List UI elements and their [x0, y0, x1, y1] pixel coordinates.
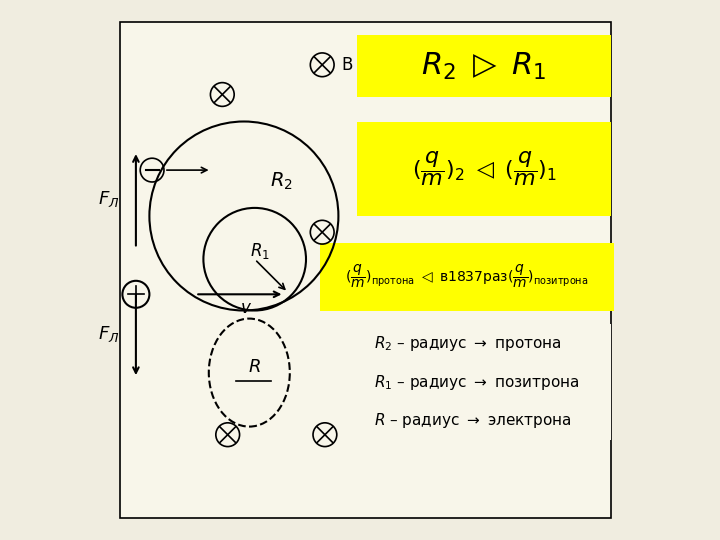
Text: $F_Л$: $F_Л$ [98, 325, 120, 345]
Text: B: B [341, 56, 353, 74]
Text: $(\dfrac{q}{m})_2\ \triangleleft\ (\dfrac{q}{m})_1$: $(\dfrac{q}{m})_2\ \triangleleft\ (\dfra… [412, 149, 557, 188]
Text: $R$: $R$ [248, 358, 261, 376]
Bar [357, 35, 611, 97]
Text: $(\dfrac{q}{m})_{\mathregular{протона}}\ \triangleleft\ \mathregular{в}1837\math: $(\dfrac{q}{m})_{\mathregular{протона}}\… [345, 263, 588, 291]
Text: $R_2$ – радиус $\to$ протона: $R_2$ – радиус $\to$ протона [374, 334, 561, 353]
Text: $F_Л$: $F_Л$ [98, 190, 120, 210]
Text: $R_1$: $R_1$ [250, 241, 270, 261]
Text: v: v [240, 299, 250, 317]
Text: $R_1$ – радиус $\to$ позитрона: $R_1$ – радиус $\to$ позитрона [374, 373, 579, 392]
Text: $R_2$: $R_2$ [270, 170, 293, 192]
Bar [357, 324, 611, 440]
Text: $R_2\ \triangleright\ R_1$: $R_2\ \triangleright\ R_1$ [421, 51, 547, 82]
Text: $R$ – радиус $\to$ электрона: $R$ – радиус $\to$ электрона [374, 411, 571, 430]
Bar [357, 122, 611, 216]
Bar [320, 243, 613, 310]
